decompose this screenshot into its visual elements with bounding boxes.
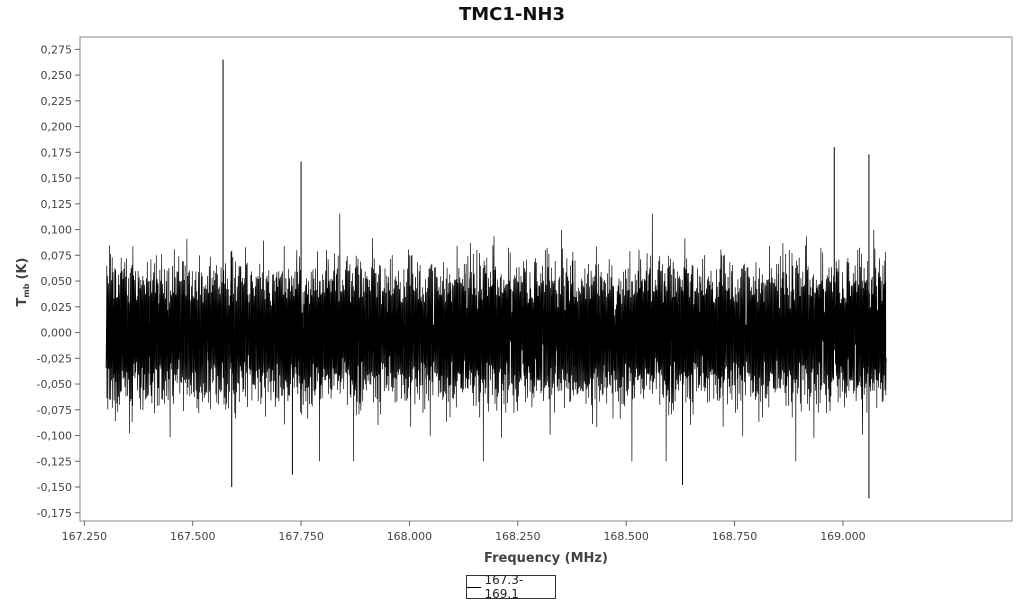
y-tick-label: -0,075 — [37, 404, 72, 417]
y-axis-label: Tmb (K) — [15, 258, 31, 307]
y-tick-label: -0,050 — [37, 378, 72, 391]
spectrum-group — [105, 59, 887, 499]
y-tick-label: 0,025 — [41, 301, 73, 314]
x-tick-label: 168.500 — [603, 530, 649, 543]
chart-plot-area: 167.250 167.500 167.750 168.000 168.250 168.5… — [15, 36, 1013, 566]
x-tick-label: 167.750 — [278, 530, 324, 543]
y-axis-label-group: Tmb (K) — [15, 258, 31, 307]
x-tick-label: 168.000 — [387, 530, 433, 543]
y-tick-label: 0,175 — [41, 146, 73, 159]
series-line — [105, 213, 887, 462]
x-axis: 167.250 167.500 167.750 168.000 168.250 168.5… — [62, 521, 866, 543]
x-tick-label: 167.500 — [170, 530, 216, 543]
legend-swatch — [467, 586, 481, 588]
x-tick-label: 168.750 — [712, 530, 758, 543]
y-tick-label: -0,100 — [37, 430, 72, 443]
x-tick-label: 167.250 — [62, 530, 108, 543]
legend-series-label: 167.3-169.1 — [484, 573, 524, 601]
x-tick-label: 168.250 — [495, 530, 541, 543]
y-tick-label: 0,000 — [41, 327, 73, 340]
y-tick-label: 0,250 — [41, 69, 73, 82]
x-axis-label: Frequency (MHz) — [484, 551, 608, 566]
y-tick-label: 0,125 — [41, 198, 73, 211]
y-tick-label: 0,150 — [41, 172, 73, 185]
y-tick-label: -0,150 — [37, 481, 72, 494]
y-tick-label: 0,075 — [41, 249, 73, 262]
y-axis: -0,175 -0,150 -0,125 -0,100 -0,075 -0,050 -0,0… — [37, 43, 80, 520]
y-tick-label: 0,200 — [41, 121, 73, 134]
y-tick-label: 0,100 — [41, 224, 73, 237]
y-axis-label-subscript: mb — [22, 283, 31, 297]
y-tick-label: -0,025 — [37, 352, 72, 365]
legend[interactable]: 167.3-169.1 — [466, 573, 556, 601]
x-tick-label: 169.000 — [820, 530, 866, 543]
y-tick-label: -0,125 — [37, 455, 72, 468]
y-tick-label: 0,225 — [41, 95, 73, 108]
y-tick-label: 0,050 — [41, 275, 73, 288]
y-axis-label-main: T — [15, 297, 30, 306]
y-axis-label-unit: (K) — [15, 258, 30, 280]
chart-title: TMC1-NH3 — [458, 4, 566, 25]
y-tick-label: -0,175 — [37, 507, 72, 520]
y-tick-label: 0,275 — [41, 43, 73, 56]
